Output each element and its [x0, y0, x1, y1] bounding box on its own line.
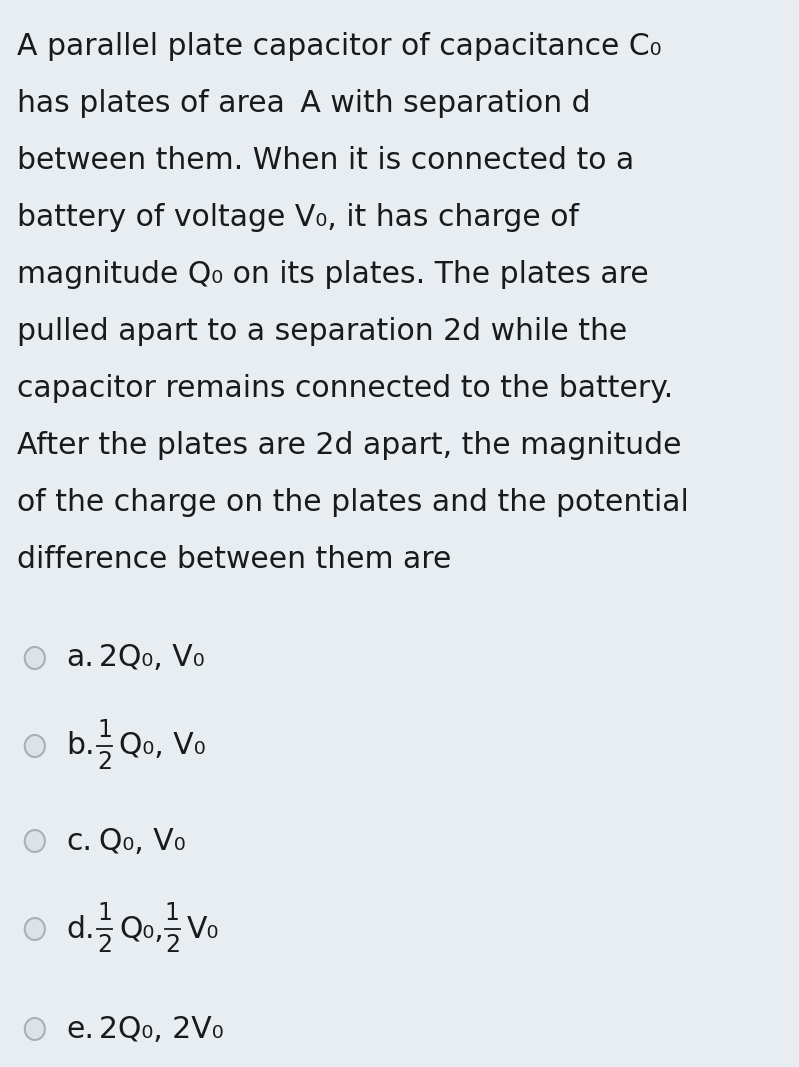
Text: has plates of area  A with separation d: has plates of area A with separation d	[17, 89, 590, 118]
Text: 2: 2	[165, 933, 180, 957]
Circle shape	[25, 735, 45, 757]
Text: 2Q₀, V₀: 2Q₀, V₀	[99, 643, 205, 672]
Text: Q₀, V₀: Q₀, V₀	[119, 732, 206, 761]
Text: pulled apart to a separation 2d while the: pulled apart to a separation 2d while th…	[17, 317, 626, 346]
Text: b.: b.	[66, 732, 94, 761]
Text: e.: e.	[66, 1015, 94, 1044]
Text: After the plates are 2d apart, the magnitude: After the plates are 2d apart, the magni…	[17, 431, 681, 460]
Text: Q₀,: Q₀,	[119, 914, 164, 943]
Circle shape	[25, 647, 45, 669]
Text: d.: d.	[66, 914, 94, 943]
Text: A parallel plate capacitor of capacitance C₀: A parallel plate capacitor of capacitanc…	[17, 32, 661, 61]
Text: a.: a.	[66, 643, 94, 672]
Text: 2: 2	[97, 750, 112, 774]
Text: Q₀, V₀: Q₀, V₀	[99, 827, 185, 856]
Circle shape	[25, 918, 45, 940]
Circle shape	[25, 1018, 45, 1040]
Text: between them. When it is connected to a: between them. When it is connected to a	[17, 146, 634, 175]
Text: battery of voltage V₀, it has charge of: battery of voltage V₀, it has charge of	[17, 203, 578, 232]
Text: capacitor remains connected to the battery.: capacitor remains connected to the batte…	[17, 375, 673, 403]
Text: 1: 1	[97, 718, 112, 742]
Text: of the charge on the plates and the potential: of the charge on the plates and the pote…	[17, 488, 688, 517]
Text: 1: 1	[165, 901, 180, 925]
Text: magnitude Q₀ on its plates. The plates are: magnitude Q₀ on its plates. The plates a…	[17, 260, 648, 289]
Text: 2: 2	[97, 933, 112, 957]
Text: c.: c.	[66, 827, 92, 856]
Circle shape	[25, 830, 45, 853]
Text: V₀: V₀	[187, 914, 220, 943]
Text: 2Q₀, 2V₀: 2Q₀, 2V₀	[99, 1015, 224, 1044]
Text: difference between them are: difference between them are	[17, 545, 451, 574]
Text: 1: 1	[97, 901, 112, 925]
